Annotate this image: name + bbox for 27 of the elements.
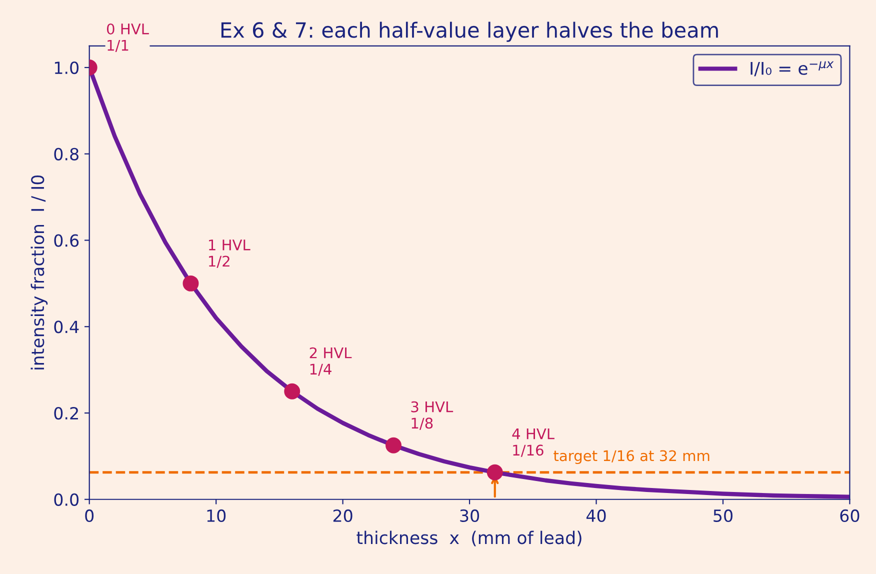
legend-label: I/I₀ = e$^{−μx}$ — [750, 61, 834, 76]
chart-title: Ex 6 & 7: each half-value layer halves the beam — [221, 22, 718, 42]
x-axis-title: thickness x (mm of lead) — [356, 530, 582, 546]
y-tick-label: 1.0 — [54, 61, 79, 74]
x-tick-label: 40 — [586, 509, 606, 522]
annotation: 0 HVL 1/1 — [106, 23, 149, 52]
x-tick-label: 10 — [207, 509, 226, 522]
x-tick-label: 30 — [460, 509, 480, 522]
ref-line-label: target 1/16 at 32 mm — [554, 450, 710, 464]
x-tick-label: 20 — [333, 509, 352, 522]
annotation: 2 HVL 1/4 — [310, 347, 352, 376]
x-tick-label: 60 — [840, 509, 860, 522]
x-tick-label: 50 — [714, 509, 732, 522]
x-tick-label: 0 — [85, 509, 94, 522]
y-tick-label: 0.6 — [54, 234, 79, 247]
annotation: 4 HVL 1/16 — [512, 428, 554, 457]
y-tick-label: 0.4 — [54, 320, 79, 334]
y-tick-label: 0.0 — [54, 493, 79, 506]
annotation: 1 HVL 1/2 — [209, 240, 250, 268]
y-tick-label: 0.8 — [54, 148, 78, 160]
annotation: 3 HVL 1/8 — [411, 401, 454, 430]
y-axis-title: intensity fraction I / I0 — [30, 175, 48, 370]
point — [486, 464, 503, 480]
y-tick-label: 0.2 — [54, 406, 78, 420]
point — [182, 275, 199, 292]
point — [284, 383, 300, 400]
point — [386, 437, 402, 454]
